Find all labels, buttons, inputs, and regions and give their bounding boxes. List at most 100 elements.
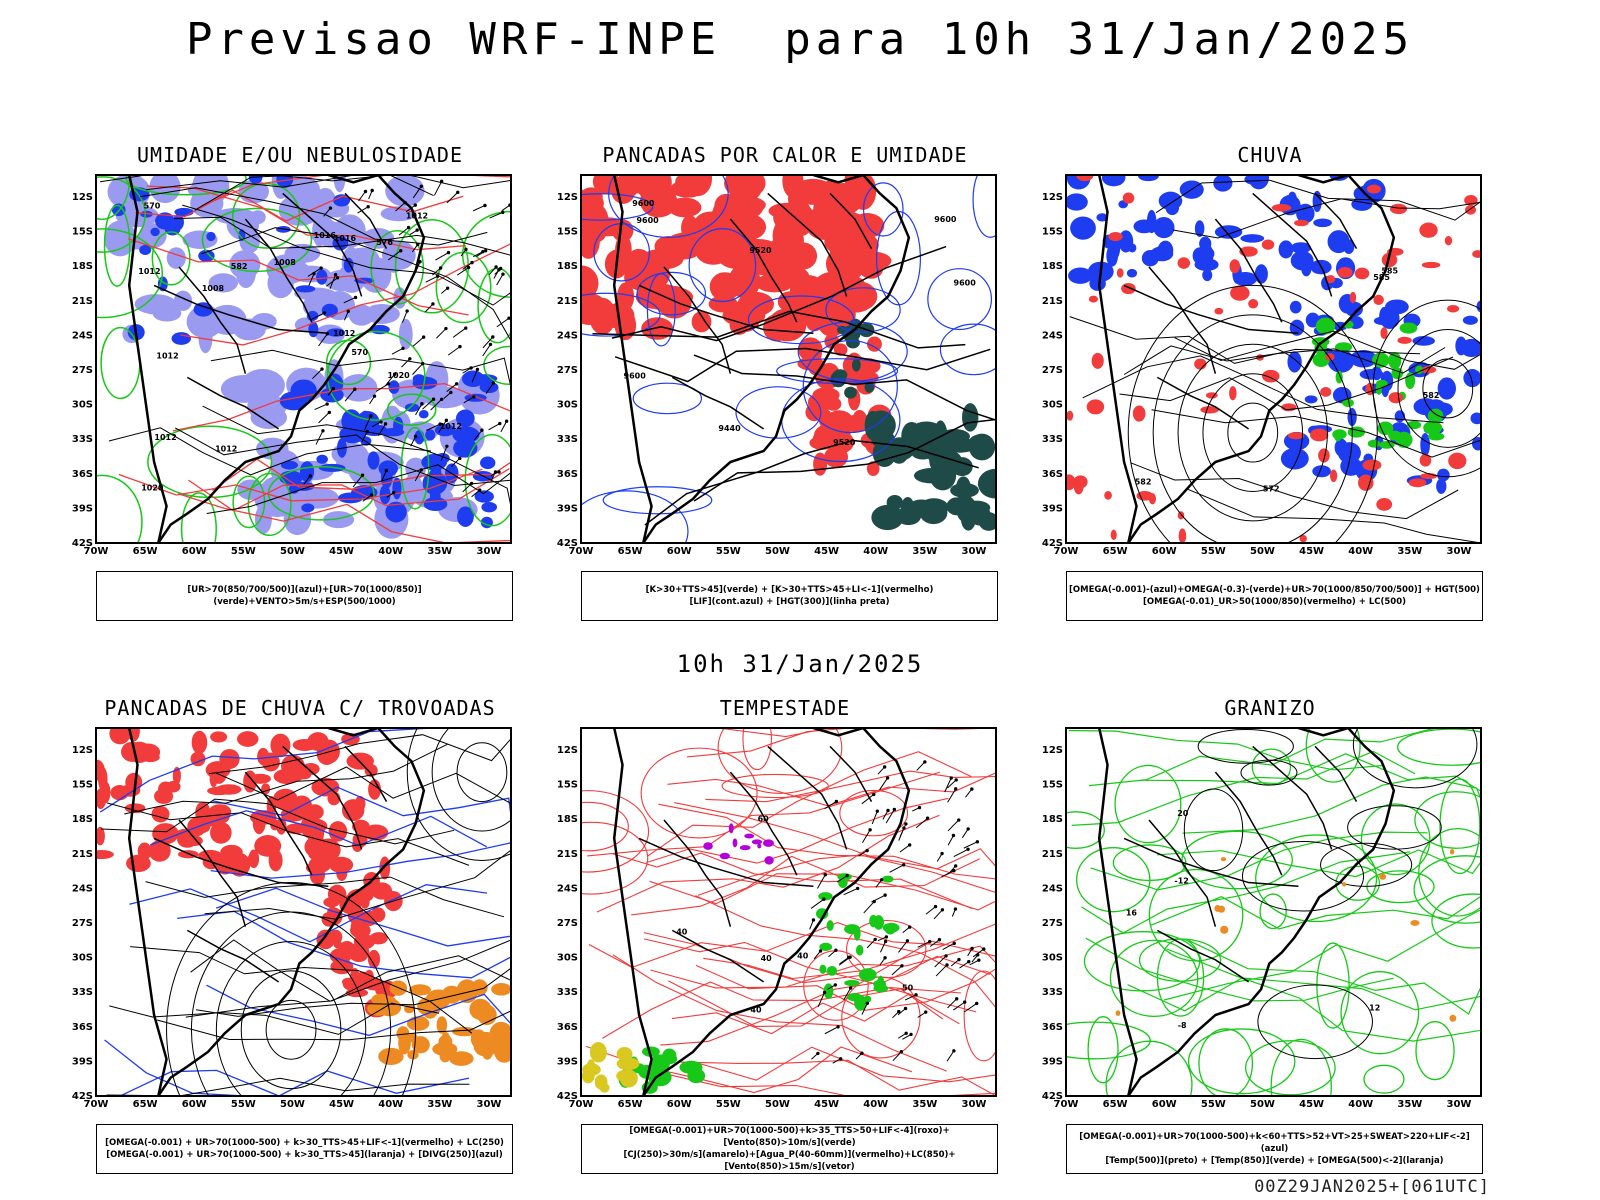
mid-title: 10h 31/Jan/2025 (676, 650, 924, 678)
wind-vector (381, 470, 387, 482)
wind-vector-head (885, 776, 890, 780)
lat-label: 27S (72, 365, 93, 376)
wind-vector-head (952, 941, 956, 946)
wind-vector (433, 181, 443, 196)
wind-vector (424, 303, 434, 313)
country-border (612, 728, 653, 1096)
wind-vector (362, 494, 372, 502)
wind-vector (500, 420, 508, 433)
wind-vector-head (952, 869, 956, 873)
wind-vector-head (901, 863, 906, 867)
country-border (127, 175, 168, 543)
wind-vector-head (458, 344, 462, 349)
shade-cell (863, 995, 872, 1003)
shade-cell (826, 966, 838, 976)
contour-line (1197, 728, 1294, 764)
shade-cell (1379, 306, 1390, 326)
wind-vector (401, 310, 408, 323)
contour-line (688, 228, 757, 303)
wind-vector (315, 430, 324, 445)
wind-vector-head (949, 776, 953, 780)
wind-vector (414, 469, 422, 482)
shade-cell (1463, 369, 1481, 388)
contour-line (802, 339, 898, 434)
shade-cell (1408, 478, 1427, 488)
contour-line (1156, 849, 1481, 878)
lon-label: 50W (765, 1099, 790, 1110)
wind-vector (303, 475, 311, 485)
country-border (1097, 728, 1138, 1096)
lon-label: 45W (1299, 546, 1324, 557)
wind-vector-head (882, 765, 887, 769)
wind-vector-head (966, 827, 970, 831)
shade-cell (233, 318, 266, 341)
contour-line (1240, 759, 1298, 786)
contour-line (653, 1070, 996, 1096)
contour-line (587, 771, 941, 857)
contour-line (1119, 356, 1454, 411)
state-border (1214, 771, 1283, 876)
lon-label: 50W (280, 1099, 305, 1110)
contour-line (150, 810, 488, 848)
contour-line (100, 326, 141, 400)
state-border (282, 192, 363, 297)
wind-vector-head (970, 946, 974, 951)
contour-line (631, 855, 981, 916)
wind-vector (473, 429, 483, 441)
shade-cell (316, 269, 328, 285)
contour-line (1366, 870, 1435, 904)
panel-legend: [OMEGA(-0.001)-(azul)+OMEGA(-0.3)-(verde… (1066, 571, 1483, 621)
state-border (282, 745, 363, 850)
contour-line (1081, 851, 1411, 934)
contour-line (693, 418, 996, 502)
wind-vector-head (834, 948, 838, 952)
shade-cell (960, 506, 976, 531)
shade-cell (1194, 220, 1205, 237)
shade-cell (641, 1046, 660, 1057)
wind-vector (432, 267, 441, 276)
shade-cell (846, 336, 860, 349)
shade-cell (367, 451, 380, 470)
contour-line (1257, 984, 1373, 1060)
lon-label: 30W (962, 546, 987, 557)
shade-cell (1229, 259, 1241, 274)
wind-vector-head (331, 386, 336, 391)
contour-line (1352, 728, 1478, 789)
contour-line (1127, 977, 1481, 1012)
contour-line (188, 468, 510, 512)
contour-line (400, 426, 430, 510)
shade-cell (1362, 459, 1382, 471)
wind-vector-head (498, 266, 503, 271)
instability-teal (864, 403, 996, 531)
shade-cell (1373, 294, 1384, 306)
lon-label: 60W (1152, 546, 1177, 557)
shade-cell (1470, 412, 1481, 425)
lon-label: 40W (378, 1099, 403, 1110)
lat-label: 12S (557, 745, 578, 756)
shade-cell (1177, 257, 1191, 269)
wind-vector (446, 191, 459, 204)
streamline (265, 999, 317, 1060)
shade-cell (237, 731, 259, 747)
shade-cell (764, 856, 774, 865)
shade-cell (425, 429, 436, 441)
streamline (166, 882, 417, 1096)
shade-cell (206, 231, 216, 242)
shade-cell (323, 511, 355, 529)
shade-cell (273, 788, 298, 810)
lat-label: 27S (72, 918, 93, 929)
state-border (829, 745, 873, 802)
shade-cell (737, 238, 778, 256)
shade-cell (171, 332, 191, 345)
contour-line (1347, 805, 1442, 850)
hgt300-black (592, 245, 996, 526)
lat-label: 36S (1042, 1022, 1063, 1033)
shade-cell (1419, 222, 1438, 238)
shade-cell (751, 839, 763, 845)
wind-vector-head (951, 833, 956, 838)
wind-vector-head (369, 493, 374, 497)
panel-title: UMIDADE E/OU NEBULOSIDADE (136, 143, 464, 167)
